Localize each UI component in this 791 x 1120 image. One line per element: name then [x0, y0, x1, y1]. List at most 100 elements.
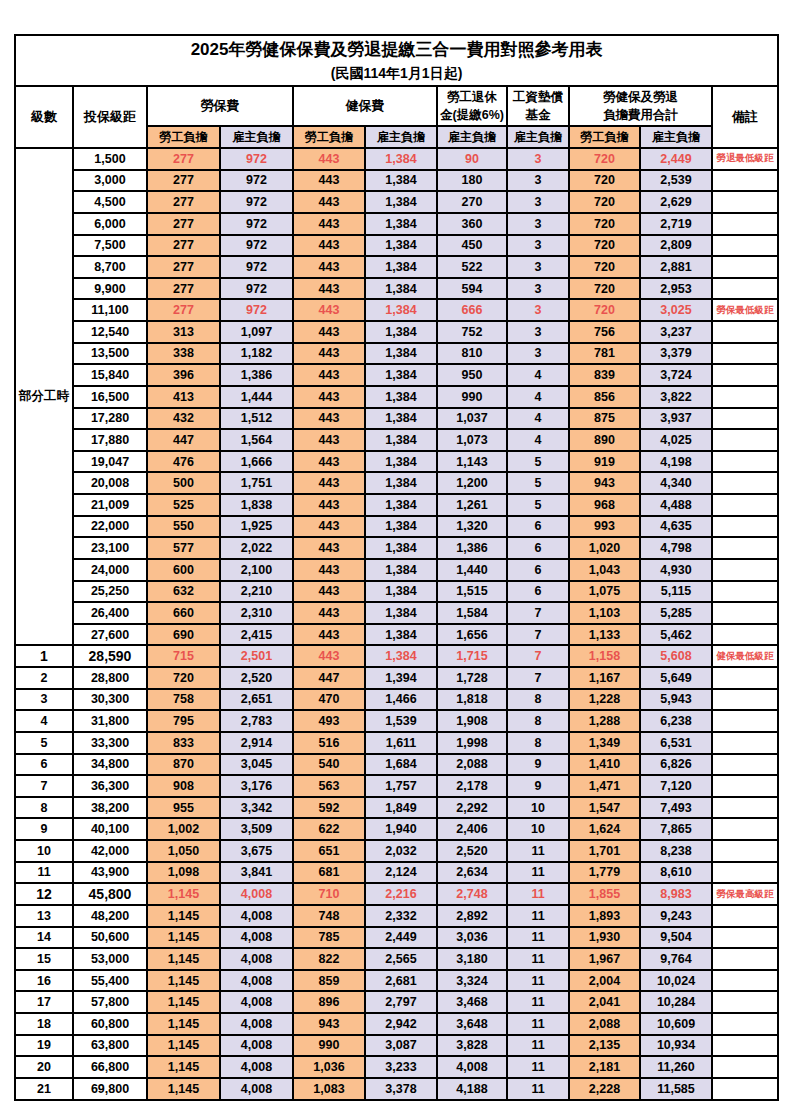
- health-employer-cell: 1,466: [365, 689, 437, 711]
- labor-employee-cell: 715: [147, 645, 220, 667]
- pension-employer-cell: 4,008: [437, 1056, 507, 1078]
- total-employee-cell: 720: [569, 278, 640, 300]
- level-cell: 15: [15, 948, 73, 970]
- level-cell: 7: [15, 775, 73, 797]
- table-row: 1553,0001,1454,0088222,5653,180111,9679,…: [15, 948, 778, 970]
- table-row: 431,8007952,7834931,5391,90881,2886,238: [15, 710, 778, 732]
- pension-employer-cell: 522: [437, 256, 507, 278]
- table-row: 533,3008332,9145161,6111,99881,3496,531: [15, 732, 778, 754]
- table-row: 128,5907152,5014431,3841,71571,1585,608健…: [15, 645, 778, 667]
- labor-employee-cell: 632: [147, 581, 220, 603]
- total-employee-cell: 1,043: [569, 559, 640, 581]
- labor-employer-cell: 2,783: [220, 710, 293, 732]
- labor-employer-cell: 972: [220, 191, 293, 213]
- wage-fund-employer-cell: 11: [507, 1056, 569, 1078]
- health-employer-cell: 2,797: [365, 991, 437, 1013]
- bracket-cell: 28,800: [73, 667, 147, 689]
- health-employee-cell: 443: [293, 278, 365, 300]
- remark-cell: [712, 991, 778, 1013]
- wage-fund-employer-cell: 4: [507, 364, 569, 386]
- labor-employer-cell: 4,008: [220, 905, 293, 927]
- table-row: 20,0085001,7514431,3841,20059434,340: [15, 472, 778, 494]
- remark-cell: [712, 840, 778, 862]
- total-employee-cell: 1,893: [569, 905, 640, 927]
- total-employee-cell: 839: [569, 364, 640, 386]
- pension-employer-cell: 1,143: [437, 451, 507, 473]
- labor-employer-cell: 3,675: [220, 840, 293, 862]
- pension-employer-cell: 2,292: [437, 797, 507, 819]
- health-employee-cell: 443: [293, 386, 365, 408]
- total-employee-cell: 720: [569, 191, 640, 213]
- total-employer-cell: 10,284: [640, 991, 712, 1013]
- bracket-cell: 7,500: [73, 235, 147, 257]
- remark-cell: [712, 667, 778, 689]
- level-cell: 6: [15, 754, 73, 776]
- col-header-remark: 備註: [712, 86, 778, 148]
- health-employer-cell: 1,611: [365, 732, 437, 754]
- wage-fund-employer-cell: 7: [507, 602, 569, 624]
- wage-fund-employer-cell: 4: [507, 429, 569, 451]
- health-employee-cell: 1,036: [293, 1056, 365, 1078]
- level-cell: 4: [15, 710, 73, 732]
- total-employer-cell: 8,610: [640, 862, 712, 884]
- col-header-level: 級數: [15, 86, 73, 148]
- table-row: 3,0002779724431,38418037202,539: [15, 170, 778, 192]
- table-row: 1963,8001,1454,0089903,0873,828112,13510…: [15, 1035, 778, 1057]
- labor-employee-cell: 660: [147, 602, 220, 624]
- health-employer-cell: 1,384: [365, 429, 437, 451]
- remark-cell: [712, 472, 778, 494]
- labor-employer-cell: 1,512: [220, 408, 293, 430]
- level-cell: 10: [15, 840, 73, 862]
- level-cell: 18: [15, 1013, 73, 1035]
- total-employer-cell: 5,608: [640, 645, 712, 667]
- remark-cell: [712, 797, 778, 819]
- pension-employer-cell: 3,324: [437, 970, 507, 992]
- level-cell: 3: [15, 689, 73, 711]
- labor-employer-cell: 1,097: [220, 321, 293, 343]
- pension-employer-cell: 1,584: [437, 602, 507, 624]
- wage-fund-employer-cell: 3: [507, 148, 569, 170]
- col-header-bracket: 投保級距: [73, 86, 147, 148]
- labor-employer-cell: 1,386: [220, 364, 293, 386]
- table-row: 27,6006902,4154431,3841,65671,1335,462: [15, 624, 778, 646]
- labor-employee-cell: 1,145: [147, 1056, 220, 1078]
- health-employee-cell: 563: [293, 775, 365, 797]
- wage-fund-employer-cell: 3: [507, 256, 569, 278]
- health-employer-cell: 1,849: [365, 797, 437, 819]
- labor-employee-cell: 277: [147, 191, 220, 213]
- total-employer-cell: 3,237: [640, 321, 712, 343]
- table-row: 21,0095251,8384431,3841,26159684,488: [15, 494, 778, 516]
- health-employee-cell: 443: [293, 148, 365, 170]
- health-employee-cell: 443: [293, 191, 365, 213]
- remark-cell: [712, 537, 778, 559]
- total-employer-cell: 9,764: [640, 948, 712, 970]
- total-employee-cell: 2,041: [569, 991, 640, 1013]
- table-row: 15,8403961,3864431,38495048393,724: [15, 364, 778, 386]
- health-employee-cell: 822: [293, 948, 365, 970]
- pension-label-line2: 金(提繳6%): [438, 106, 506, 124]
- health-employer-cell: 1,384: [365, 516, 437, 538]
- wage-fund-label-line1: 工資墊償: [508, 88, 568, 106]
- wage-fund-employer-cell: 3: [507, 191, 569, 213]
- health-employer-cell: 1,384: [365, 235, 437, 257]
- labor-employee-cell: 277: [147, 278, 220, 300]
- health-employer-cell: 1,384: [365, 364, 437, 386]
- wage-fund-employer-cell: 11: [507, 883, 569, 905]
- bracket-cell: 17,880: [73, 429, 147, 451]
- table-row: 19,0474761,6664431,3841,14359194,198: [15, 451, 778, 473]
- health-employee-cell: 443: [293, 343, 365, 365]
- remark-cell: [712, 732, 778, 754]
- level-cell: 8: [15, 797, 73, 819]
- wage-fund-employer-cell: 11: [507, 1078, 569, 1100]
- bracket-cell: 6,000: [73, 213, 147, 235]
- subheader-health-employee: 勞工負擔: [293, 126, 365, 148]
- level-cell: 9: [15, 818, 73, 840]
- table-row: 22,0005501,9254431,3841,32069934,635: [15, 516, 778, 538]
- total-employer-cell: 9,243: [640, 905, 712, 927]
- bracket-cell: 28,590: [73, 645, 147, 667]
- wage-fund-employer-cell: 4: [507, 408, 569, 430]
- wage-fund-employer-cell: 7: [507, 645, 569, 667]
- labor-employee-cell: 577: [147, 537, 220, 559]
- total-employee-cell: 2,004: [569, 970, 640, 992]
- health-employer-cell: 2,565: [365, 948, 437, 970]
